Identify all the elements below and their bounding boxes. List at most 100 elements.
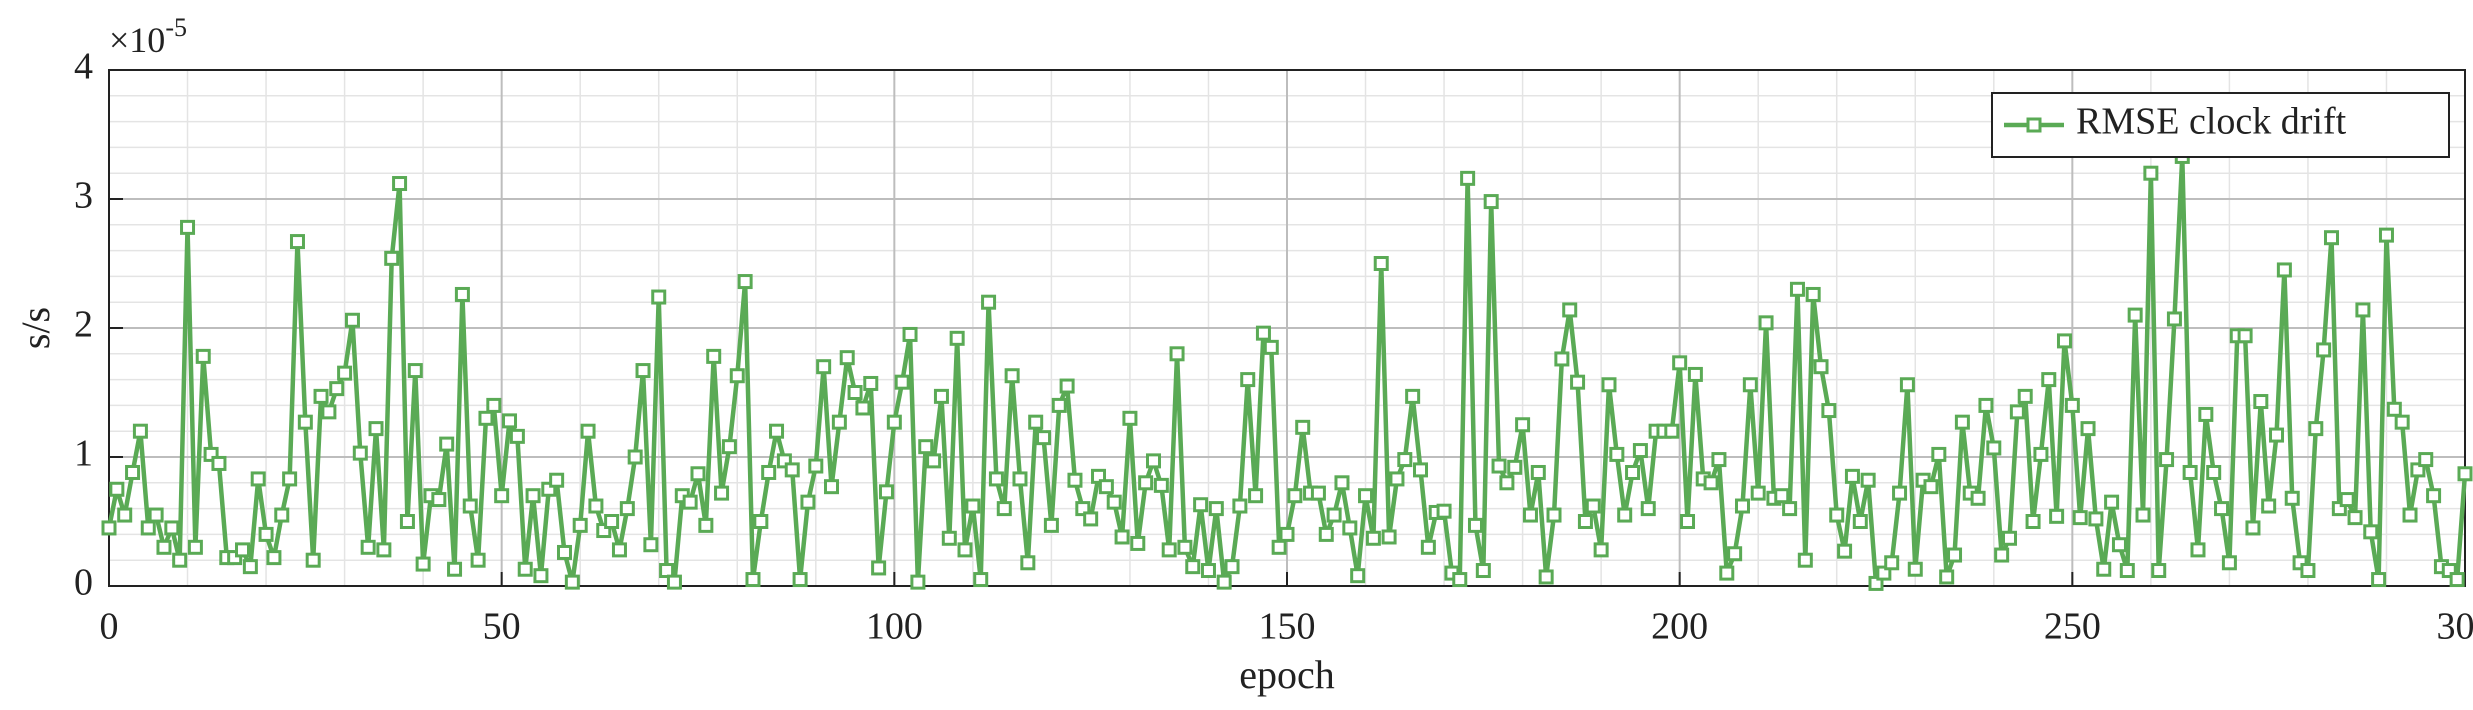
data-point bbox=[392, 176, 408, 192]
data-point bbox=[297, 414, 313, 430]
data-point bbox=[172, 552, 188, 568]
data-point bbox=[1358, 488, 1374, 504]
data-point bbox=[376, 542, 392, 558]
legend: RMSE clock drift bbox=[1991, 92, 2450, 158]
data-point bbox=[352, 445, 368, 461]
data-point bbox=[981, 294, 997, 310]
data-point bbox=[109, 481, 125, 497]
y-tick-label: 0 bbox=[74, 562, 93, 604]
y-tick-label: 3 bbox=[74, 175, 93, 217]
data-point bbox=[2190, 542, 2206, 558]
data-point bbox=[902, 326, 918, 342]
data-point bbox=[1813, 359, 1829, 375]
data-point bbox=[1405, 388, 1421, 404]
data-point bbox=[2221, 555, 2237, 571]
x-tick-label: 150 bbox=[1259, 606, 1316, 648]
data-point bbox=[148, 507, 164, 523]
data-point bbox=[564, 574, 580, 590]
data-point bbox=[132, 423, 148, 439]
data-point bbox=[627, 449, 643, 465]
data-point bbox=[2386, 401, 2402, 417]
data-point bbox=[1978, 397, 1994, 413]
data-point bbox=[957, 542, 973, 558]
data-point bbox=[1994, 547, 2010, 563]
data-point bbox=[305, 552, 321, 568]
data-point bbox=[1884, 555, 1900, 571]
data-point bbox=[195, 348, 211, 364]
data-point bbox=[399, 514, 415, 529]
data-point bbox=[1491, 458, 1507, 474]
data-point bbox=[1892, 485, 1908, 501]
data-point bbox=[2339, 492, 2355, 508]
data-point bbox=[1829, 507, 1845, 523]
data-point bbox=[140, 520, 156, 536]
data-point bbox=[1640, 501, 1656, 517]
data-point bbox=[1012, 471, 1028, 487]
data-point bbox=[2104, 494, 2120, 510]
data-point bbox=[1782, 501, 1798, 517]
data-point bbox=[1200, 563, 1216, 579]
data-point bbox=[1263, 339, 1279, 355]
data-point bbox=[996, 501, 1012, 517]
data-point bbox=[1342, 520, 1358, 536]
data-point bbox=[2041, 372, 2057, 388]
data-point bbox=[1797, 552, 1813, 568]
data-point bbox=[2323, 230, 2339, 246]
data-point bbox=[572, 517, 588, 533]
data-point bbox=[666, 574, 682, 590]
data-point bbox=[643, 537, 659, 553]
data-point bbox=[1460, 170, 1476, 186]
data-point bbox=[2111, 537, 2127, 553]
data-point bbox=[2127, 307, 2143, 323]
data-point bbox=[2316, 342, 2332, 358]
data-point bbox=[1036, 430, 1052, 446]
data-point bbox=[721, 439, 737, 455]
data-point bbox=[753, 514, 769, 529]
y-axis-label: s/s bbox=[13, 307, 58, 349]
data-point bbox=[101, 520, 117, 536]
data-point bbox=[250, 471, 266, 487]
data-point bbox=[2214, 501, 2230, 517]
data-point bbox=[1687, 366, 1703, 382]
data-point bbox=[2371, 572, 2387, 588]
data-point bbox=[1852, 514, 1868, 529]
data-point bbox=[486, 397, 502, 413]
data-point bbox=[1436, 503, 1452, 519]
data-point bbox=[470, 552, 486, 568]
data-point bbox=[745, 572, 761, 588]
data-point bbox=[611, 542, 627, 558]
data-point bbox=[737, 274, 753, 290]
data-point bbox=[2025, 514, 2041, 529]
data-point bbox=[965, 498, 981, 514]
data-point bbox=[1177, 539, 1193, 555]
data-point bbox=[1923, 479, 1939, 495]
data-point bbox=[1467, 517, 1483, 533]
data-point bbox=[714, 485, 730, 501]
data-point bbox=[462, 498, 478, 514]
data-point bbox=[1742, 377, 1758, 393]
data-point bbox=[360, 539, 376, 555]
data-point bbox=[1381, 529, 1397, 545]
data-point bbox=[1837, 543, 1853, 559]
data-point bbox=[2182, 464, 2198, 480]
data-point bbox=[1295, 419, 1311, 435]
y-multiplier: ×10-5 bbox=[109, 13, 187, 60]
data-point bbox=[1224, 559, 1240, 575]
data-point bbox=[282, 471, 298, 487]
data-point bbox=[933, 388, 949, 404]
y-multiplier-exponent: -5 bbox=[165, 13, 187, 42]
data-point bbox=[1672, 355, 1688, 371]
data-point bbox=[1907, 561, 1923, 577]
data-point bbox=[2363, 524, 2379, 540]
data-point bbox=[808, 458, 824, 474]
data-point bbox=[761, 464, 777, 480]
data-point bbox=[2080, 421, 2096, 437]
data-point bbox=[117, 507, 133, 523]
data-point bbox=[604, 514, 620, 529]
data-point bbox=[494, 488, 510, 504]
data-point bbox=[1059, 378, 1075, 394]
data-point bbox=[863, 375, 879, 391]
data-point bbox=[926, 453, 942, 469]
data-point bbox=[2002, 530, 2018, 546]
